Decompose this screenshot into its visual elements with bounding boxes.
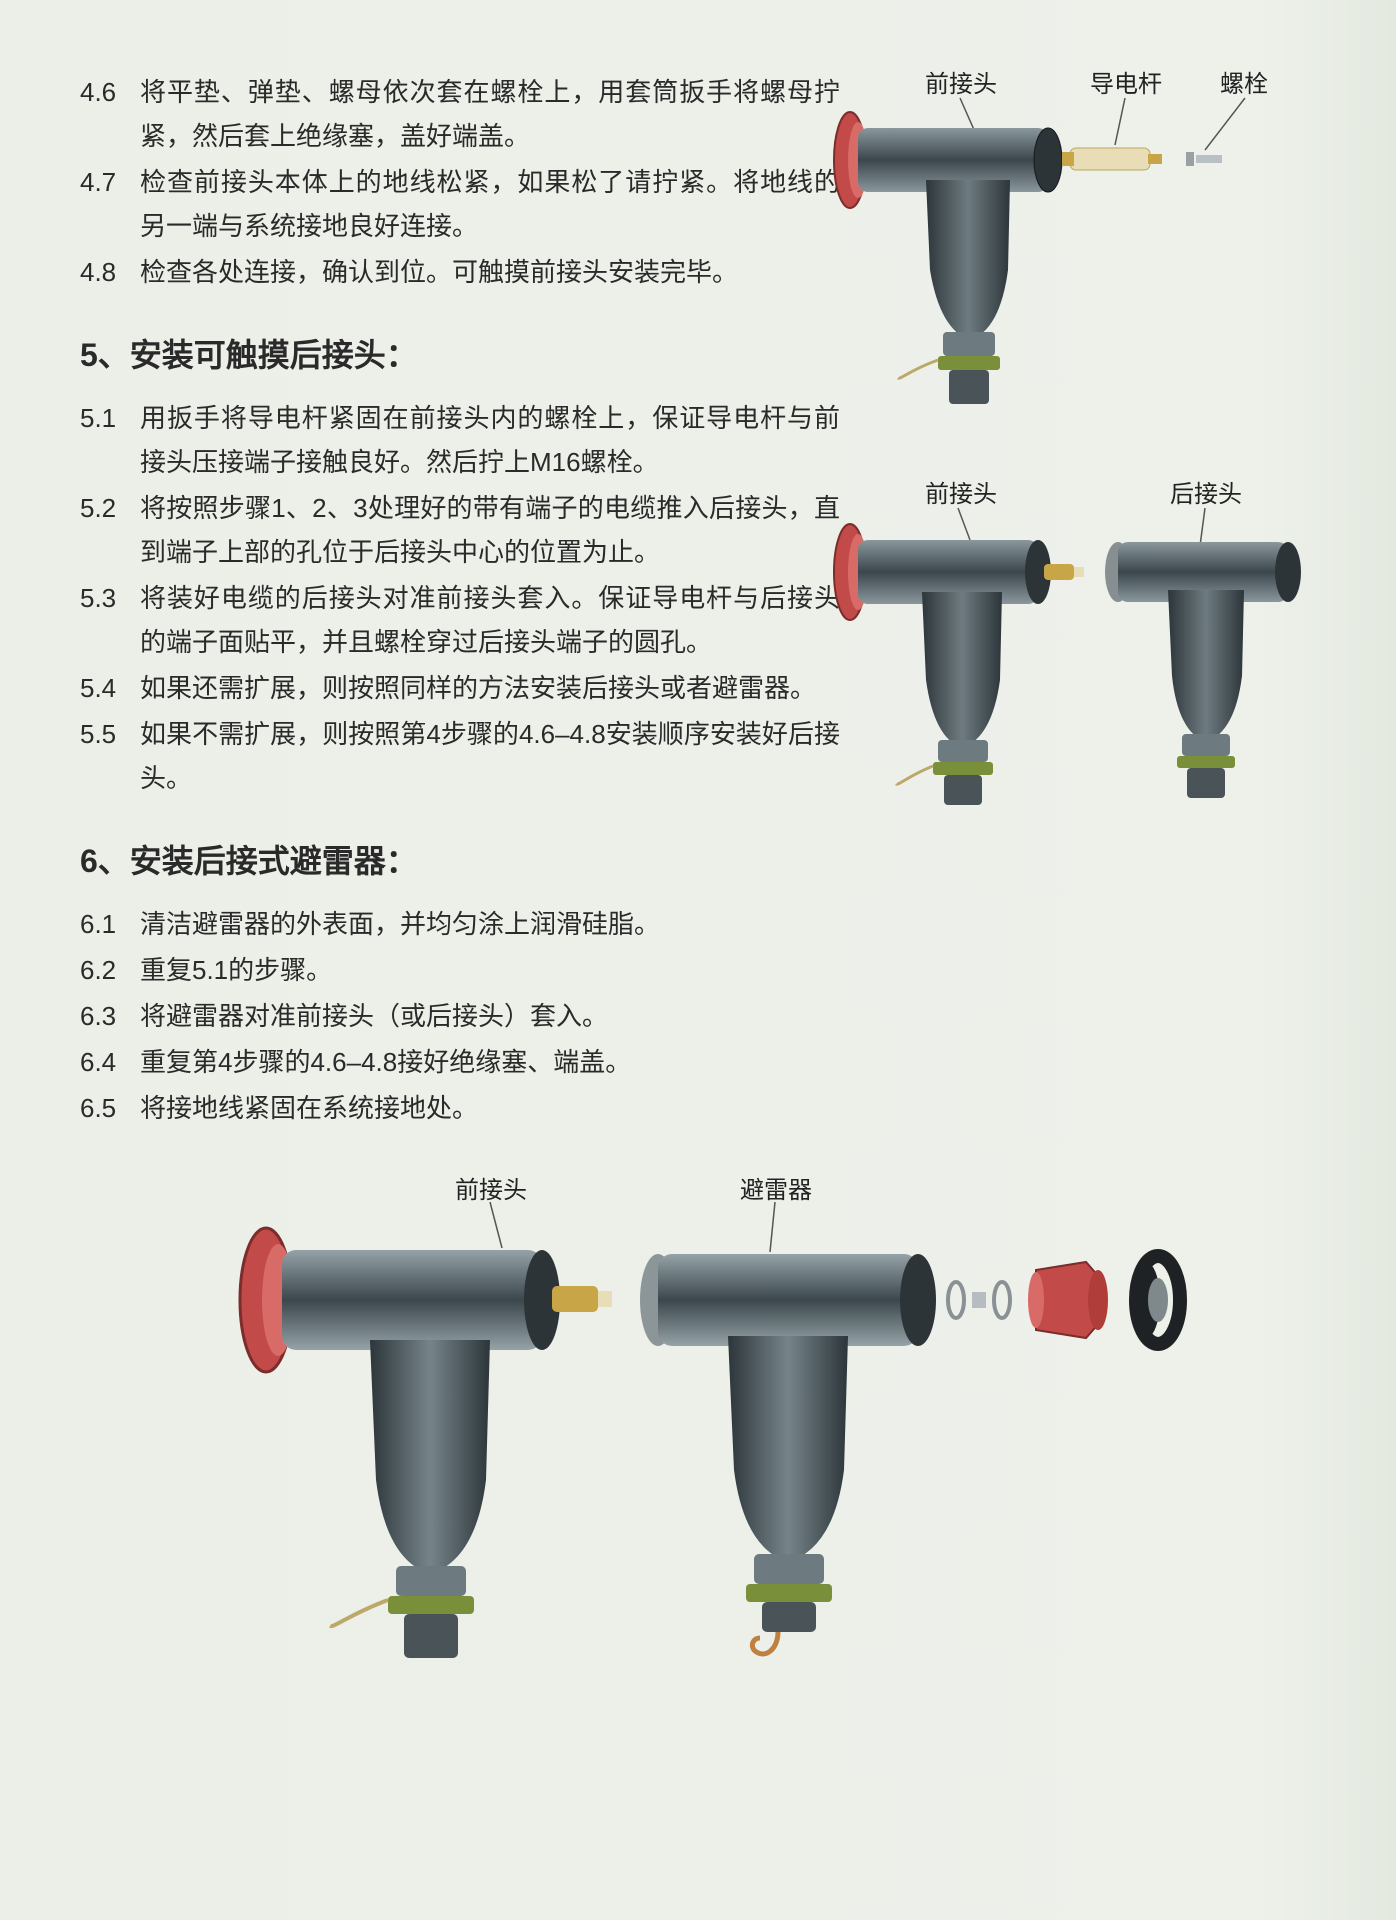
figure-3: 前接头 避雷器 — [230, 1170, 1210, 1690]
step-number: 6.3 — [80, 994, 140, 1038]
conductor-rod-icon — [1062, 148, 1162, 170]
step-5-5: 5.5 如果不需扩展，则按照第4步骤的4.6–4.8安装顺序安装好后接头。 — [80, 712, 840, 800]
label-arrester: 避雷器 — [740, 1170, 812, 1205]
figure-2-svg — [830, 480, 1350, 880]
step-number: 4.7 — [80, 160, 140, 248]
step-number: 4.8 — [80, 250, 140, 294]
step-text: 将避雷器对准前接头（或后接头）套入。 — [140, 994, 840, 1038]
step-text: 如果还需扩展，则按照同样的方法安装后接头或者避雷器。 — [140, 666, 840, 710]
label-front-connector: 前接头 — [925, 64, 997, 99]
step-text: 检查前接头本体上的地线松紧，如果松了请拧紧。将地线的另一端与系统接地良好连接。 — [140, 160, 840, 248]
step-number: 5.3 — [80, 576, 140, 664]
step-4-8: 4.8 检查各处连接，确认到位。可触摸前接头安装完毕。 — [80, 250, 840, 294]
step-5-3: 5.3 将装好电缆的后接头对准前接头套入。保证导电杆与后接头的端子面贴平，并且螺… — [80, 576, 840, 664]
front-connector-icon — [834, 524, 1084, 805]
step-6-5: 6.5 将接地线紧固在系统接地处。 — [80, 1086, 840, 1130]
step-text: 将装好电缆的后接头对准前接头套入。保证导电杆与后接头的端子面贴平，并且螺栓穿过后… — [140, 576, 840, 664]
step-number: 6.1 — [80, 902, 140, 946]
figure-1: 前接头 导电杆 螺栓 — [830, 70, 1350, 450]
label-rear-connector: 后接头 — [1170, 474, 1242, 509]
figure-1-svg — [830, 70, 1350, 450]
hardware-washers-icon — [948, 1282, 1010, 1318]
step-number: 5.2 — [80, 486, 140, 574]
label-conductor-rod: 导电杆 — [1090, 64, 1162, 99]
front-connector-icon — [240, 1228, 612, 1658]
step-5-1: 5.1 用扳手将导电杆紧固在前接头内的螺栓上，保证导电杆与前接头压接端子接触良好… — [80, 396, 840, 484]
bolt-icon — [1186, 152, 1222, 166]
step-number: 5.4 — [80, 666, 140, 710]
arrester-icon — [640, 1254, 936, 1654]
figure-3-svg — [230, 1170, 1210, 1690]
step-text: 检查各处连接，确认到位。可触摸前接头安装完毕。 — [140, 250, 840, 294]
step-text: 将接地线紧固在系统接地处。 — [140, 1086, 840, 1130]
step-5-2: 5.2 将按照步骤1、2、3处理好的带有端子的电缆推入后接头，直到端子上部的孔位… — [80, 486, 840, 574]
step-text: 将平垫、弹垫、螺母依次套在螺栓上，用套筒扳手将螺母拧紧，然后套上绝缘塞，盖好端盖… — [140, 70, 840, 158]
step-text: 将按照步骤1、2、3处理好的带有端子的电缆推入后接头，直到端子上部的孔位于后接头… — [140, 486, 840, 574]
step-6-1: 6.1 清洁避雷器的外表面，并均匀涂上润滑硅脂。 — [80, 902, 840, 946]
step-text: 如果不需扩展，则按照第4步骤的4.6–4.8安装顺序安装好后接头。 — [140, 712, 840, 800]
step-6-3: 6.3 将避雷器对准前接头（或后接头）套入。 — [80, 994, 840, 1038]
label-front-connector: 前接头 — [925, 474, 997, 509]
step-text: 重复第4步骤的4.6–4.8接好绝缘塞、端盖。 — [140, 1040, 840, 1084]
front-connector-icon — [834, 112, 1062, 404]
section-5-heading: 5、安装可触摸后接头： — [80, 330, 840, 376]
step-text: 用扳手将导电杆紧固在前接头内的螺栓上，保证导电杆与前接头压接端子接触良好。然后拧… — [140, 396, 840, 484]
step-text: 重复5.1的步骤。 — [140, 948, 840, 992]
step-6-2: 6.2 重复5.1的步骤。 — [80, 948, 840, 992]
step-number: 6.4 — [80, 1040, 140, 1084]
end-cap-icon — [1132, 1256, 1180, 1344]
step-text: 清洁避雷器的外表面，并均匀涂上润滑硅脂。 — [140, 902, 840, 946]
step-number: 4.6 — [80, 70, 140, 158]
step-6-4: 6.4 重复第4步骤的4.6–4.8接好绝缘塞、端盖。 — [80, 1040, 840, 1084]
step-4-6: 4.6 将平垫、弹垫、螺母依次套在螺栓上，用套筒扳手将螺母拧紧，然后套上绝缘塞，… — [80, 70, 840, 158]
step-number: 5.5 — [80, 712, 140, 800]
step-5-4: 5.4 如果还需扩展，则按照同样的方法安装后接头或者避雷器。 — [80, 666, 840, 710]
insulating-plug-icon — [1028, 1262, 1108, 1338]
step-number: 5.1 — [80, 396, 140, 484]
step-number: 6.5 — [80, 1086, 140, 1130]
step-4-7: 4.7 检查前接头本体上的地线松紧，如果松了请拧紧。将地线的另一端与系统接地良好… — [80, 160, 840, 248]
label-front-connector: 前接头 — [455, 1170, 527, 1205]
step-number: 6.2 — [80, 948, 140, 992]
text-column: 4.6 将平垫、弹垫、螺母依次套在螺栓上，用套筒扳手将螺母拧紧，然后套上绝缘塞，… — [80, 70, 840, 1130]
figure-2: 前接头 后接头 — [830, 480, 1350, 880]
document-page: 4.6 将平垫、弹垫、螺母依次套在螺栓上，用套筒扳手将螺母拧紧，然后套上绝缘塞，… — [0, 0, 1396, 1920]
label-bolt: 螺栓 — [1220, 64, 1268, 99]
rear-connector-icon — [1105, 542, 1301, 798]
section-6-heading: 6、安装后接式避雷器： — [80, 836, 840, 882]
